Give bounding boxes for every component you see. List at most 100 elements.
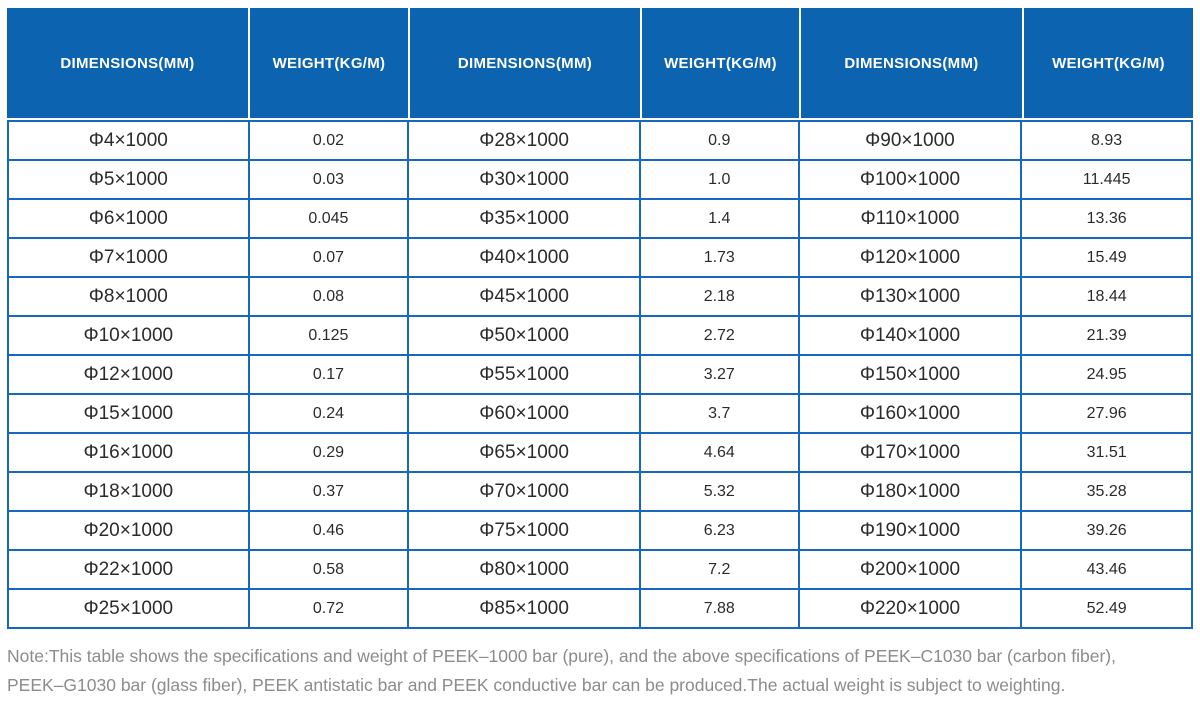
weight-cell: 7.2 [638, 549, 800, 590]
table-body: Φ4×1000 0.02 Φ28×1000 0.9 Φ90×1000 8.93 Φ5×100… [7, 120, 1193, 629]
table-row: Φ16×1000 0.29 Φ65×1000 4.64 Φ170×1000 31.51 [7, 432, 1193, 473]
dimension-cell: Φ8×1000 [7, 276, 250, 317]
weight-cell: 21.39 [1020, 315, 1193, 356]
weight-cell: 0.045 [247, 198, 410, 239]
weight-cell: 0.08 [247, 276, 410, 317]
column-header-weight: WEIGHT(KG/M) [247, 8, 408, 118]
dimension-cell: Φ180×1000 [797, 471, 1023, 512]
weight-cell: 39.26 [1020, 510, 1193, 551]
weight-cell: 11.445 [1020, 159, 1193, 200]
column-header-dimensions: DIMENSIONS(MM) [798, 8, 1022, 118]
weight-cell: 3.7 [638, 393, 800, 434]
column-header-dimensions: DIMENSIONS(MM) [7, 8, 248, 118]
dimension-cell: Φ22×1000 [7, 549, 250, 590]
weight-cell: 0.02 [247, 120, 410, 161]
weight-cell: 43.46 [1020, 549, 1193, 590]
dimension-cell: Φ160×1000 [797, 393, 1023, 434]
note-text: Note:This table shows the specifications… [7, 642, 1193, 700]
dimension-cell: Φ70×1000 [407, 471, 641, 512]
dimension-cell: Φ140×1000 [797, 315, 1023, 356]
weight-cell: 0.125 [247, 315, 410, 356]
weight-cell: 27.96 [1020, 393, 1193, 434]
weight-cell: 3.27 [638, 354, 800, 395]
dimension-cell: Φ4×1000 [7, 120, 250, 161]
dimension-cell: Φ25×1000 [7, 588, 250, 629]
table-row: Φ18×1000 0.37 Φ70×1000 5.32 Φ180×1000 35.28 [7, 471, 1193, 512]
weight-cell: 8.93 [1020, 120, 1193, 161]
dimension-cell: Φ75×1000 [407, 510, 641, 551]
table-row: Φ25×1000 0.72 Φ85×1000 7.88 Φ220×1000 52.49 [7, 588, 1193, 629]
dimension-cell: Φ10×1000 [7, 315, 250, 356]
weight-cell: 7.88 [638, 588, 800, 629]
dimension-cell: Φ6×1000 [7, 198, 250, 239]
dimension-cell: Φ120×1000 [797, 237, 1023, 278]
table-row: Φ8×1000 0.08 Φ45×1000 2.18 Φ130×1000 18.44 [7, 276, 1193, 317]
weight-cell: 6.23 [638, 510, 800, 551]
table-row: Φ22×1000 0.58 Φ80×1000 7.2 Φ200×1000 43.46 [7, 549, 1193, 590]
weight-cell: 2.18 [638, 276, 800, 317]
dimension-cell: Φ50×1000 [407, 315, 641, 356]
weight-cell: 0.07 [247, 237, 410, 278]
dimension-cell: Φ80×1000 [407, 549, 641, 590]
weight-cell: 0.9 [638, 120, 800, 161]
dimension-cell: Φ65×1000 [407, 432, 641, 473]
dimension-cell: Φ15×1000 [7, 393, 250, 434]
dimension-cell: Φ55×1000 [407, 354, 641, 395]
spec-sheet: DIMENSIONS(MM) WEIGHT(KG/M) DIMENSIONS(MM)… [7, 8, 1193, 700]
table-row: Φ12×1000 0.17 Φ55×1000 3.27 Φ150×1000 24.95 [7, 354, 1193, 395]
weight-cell: 0.17 [247, 354, 410, 395]
weight-cell: 0.46 [247, 510, 410, 551]
weight-cell: 1.4 [638, 198, 800, 239]
table-row: Φ5×1000 0.03 Φ30×1000 1.0 Φ100×1000 11.445 [7, 159, 1193, 200]
weight-cell: 24.95 [1020, 354, 1193, 395]
dimension-cell: Φ170×1000 [797, 432, 1023, 473]
weight-cell: 0.37 [247, 471, 410, 512]
dimension-cell: Φ150×1000 [797, 354, 1023, 395]
weight-cell: 5.32 [638, 471, 800, 512]
dimension-cell: Φ5×1000 [7, 159, 250, 200]
dimension-cell: Φ130×1000 [797, 276, 1023, 317]
column-header-dimensions: DIMENSIONS(MM) [407, 8, 640, 118]
weight-cell: 0.03 [247, 159, 410, 200]
dimension-cell: Φ220×1000 [797, 588, 1023, 629]
dimension-cell: Φ20×1000 [7, 510, 250, 551]
dimension-cell: Φ110×1000 [797, 198, 1023, 239]
weight-cell: 35.28 [1020, 471, 1193, 512]
table-row: Φ7×1000 0.07 Φ40×1000 1.73 Φ120×1000 15.49 [7, 237, 1193, 278]
note-line: Note:This table shows the specifications… [7, 646, 1116, 666]
weight-cell: 1.73 [638, 237, 800, 278]
column-header-weight: WEIGHT(KG/M) [639, 8, 799, 118]
spec-table-header: DIMENSIONS(MM) WEIGHT(KG/M) DIMENSIONS(MM)… [7, 8, 1193, 118]
dimension-cell: Φ30×1000 [407, 159, 641, 200]
dimension-cell: Φ60×1000 [407, 393, 641, 434]
header-row: DIMENSIONS(MM) WEIGHT(KG/M) DIMENSIONS(MM)… [7, 8, 1193, 118]
weight-cell: 0.29 [247, 432, 410, 473]
dimension-cell: Φ200×1000 [797, 549, 1023, 590]
weight-cell: 4.64 [638, 432, 800, 473]
table-row: Φ6×1000 0.045 Φ35×1000 1.4 Φ110×1000 13.36 [7, 198, 1193, 239]
weight-cell: 52.49 [1020, 588, 1193, 629]
weight-cell: 0.24 [247, 393, 410, 434]
dimension-cell: Φ18×1000 [7, 471, 250, 512]
weight-cell: 13.36 [1020, 198, 1193, 239]
weight-cell: 2.72 [638, 315, 800, 356]
table-row: Φ20×1000 0.46 Φ75×1000 6.23 Φ190×1000 39.26 [7, 510, 1193, 551]
table-row: Φ15×1000 0.24 Φ60×1000 3.7 Φ160×1000 27.96 [7, 393, 1193, 434]
dimension-cell: Φ190×1000 [797, 510, 1023, 551]
weight-cell: 31.51 [1020, 432, 1193, 473]
dimension-cell: Φ28×1000 [407, 120, 641, 161]
weight-cell: 18.44 [1020, 276, 1193, 317]
dimension-cell: Φ85×1000 [407, 588, 641, 629]
dimension-cell: Φ45×1000 [407, 276, 641, 317]
weight-cell: 1.0 [638, 159, 800, 200]
weight-cell: 0.58 [247, 549, 410, 590]
table-row: Φ10×1000 0.125 Φ50×1000 2.72 Φ140×1000 21.39 [7, 315, 1193, 356]
dimension-cell: Φ90×1000 [797, 120, 1023, 161]
spec-table: Φ4×1000 0.02 Φ28×1000 0.9 Φ90×1000 8.93 Φ5×100… [7, 120, 1193, 629]
weight-cell: 0.72 [247, 588, 410, 629]
table-row: Φ4×1000 0.02 Φ28×1000 0.9 Φ90×1000 8.93 [7, 120, 1193, 161]
dimension-cell: Φ12×1000 [7, 354, 250, 395]
dimension-cell: Φ35×1000 [407, 198, 641, 239]
dimension-cell: Φ40×1000 [407, 237, 641, 278]
column-header-weight: WEIGHT(KG/M) [1021, 8, 1193, 118]
